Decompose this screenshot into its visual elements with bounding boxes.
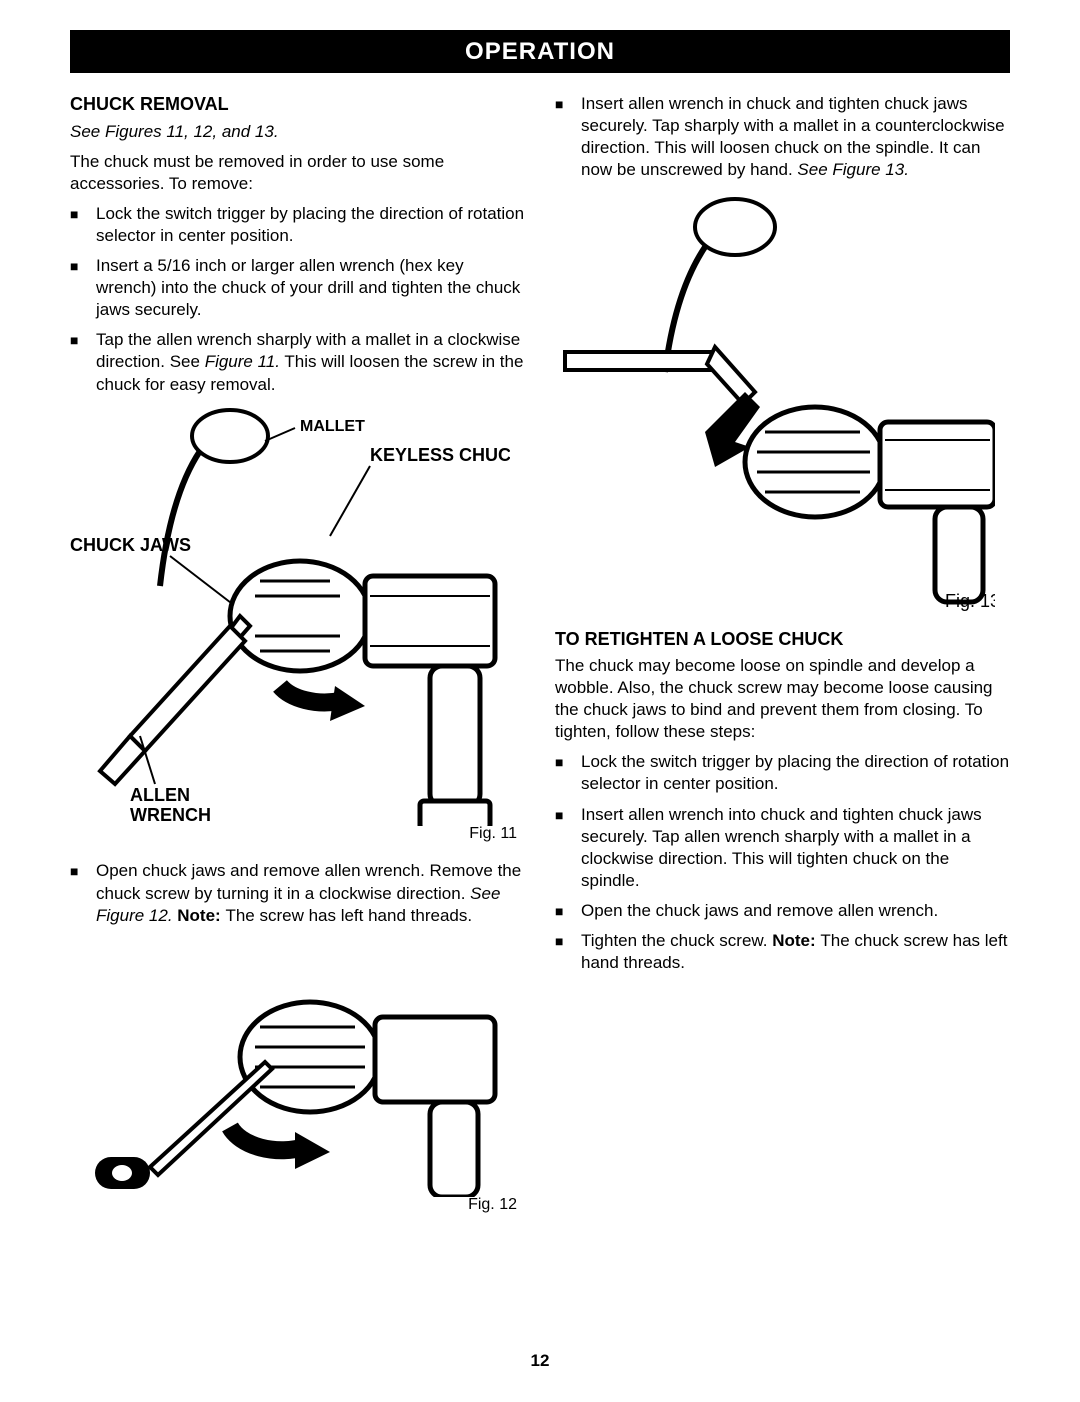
bullet-open-pre: Open chuck jaws and remove allen wrench.… (96, 861, 521, 902)
bullet-tap-fig: Figure 11. (205, 352, 280, 371)
figure-12-caption: Fig. 12 (70, 1195, 525, 1216)
figure-13-svg: Fig. 13 (555, 192, 995, 612)
retighten-intro: The chuck may become loose on spindle an… (555, 655, 1010, 743)
figure-11-caption: Fig. 11 (70, 824, 525, 845)
retighten-title: TO RETIGHTEN A LOOSE CHUCK (555, 628, 1010, 651)
bullet-insert-pre: Insert allen wrench in chuck and tighten… (581, 94, 1005, 179)
bullet-tighten-pre: Tighten the chuck screw. (581, 931, 772, 950)
chuck-removal-title: CHUCK REMOVAL (70, 93, 525, 116)
label-wrench: WRENCH (130, 805, 211, 825)
bullet-tap-wrench: Tap the allen wrench sharply with a mall… (70, 329, 525, 395)
retighten-steps: Lock the switch trigger by placing the d… (555, 751, 1010, 974)
bullet-insert-wrench: Insert a 5/16 inch or larger allen wrenc… (70, 255, 525, 321)
figure-11: MALLET KEYLESS CHUCK CHUCK JAWS (70, 406, 525, 845)
content-columns: CHUCK REMOVAL See Figures 11, 12, and 13… (70, 93, 1010, 1231)
bullet-insert-see: See Figure 13. (797, 160, 909, 179)
label-mallet: MALLET (300, 418, 365, 435)
bullet-open-chuck: Open chuck jaws and remove allen wrench.… (70, 860, 525, 926)
label-chuck-jaws: CHUCK JAWS (70, 535, 191, 555)
bullet-r-tighten: Tighten the chuck screw. Note: The chuck… (555, 930, 1010, 974)
bullet-r-insert: Insert allen wrench into chuck and tight… (555, 804, 1010, 892)
figure-12: Fig. 12 (70, 937, 525, 1216)
page-number: 12 (0, 1350, 1080, 1372)
bullet-insert-tighten: Insert allen wrench in chuck and tighten… (555, 93, 1010, 181)
operation-header: OPERATION (70, 30, 1010, 73)
figure-13: Fig. 13 (555, 192, 1010, 612)
right-column: Insert allen wrench in chuck and tighten… (555, 93, 1010, 1231)
removal-continued: Insert allen wrench in chuck and tighten… (555, 93, 1010, 181)
label-keyless-chuck: KEYLESS CHUCK (370, 445, 510, 465)
label-allen: ALLEN (130, 785, 190, 805)
removal-steps-2: Open chuck jaws and remove allen wrench.… (70, 860, 525, 926)
label-fig13: Fig. 13 (945, 591, 995, 611)
see-figures-ref: See Figures 11, 12, and 13. (70, 121, 525, 143)
figure-12-svg (70, 937, 510, 1197)
bullet-tighten-note-label: Note: (772, 931, 820, 950)
left-column: CHUCK REMOVAL See Figures 11, 12, and 13… (70, 93, 525, 1231)
removal-steps-1: Lock the switch trigger by placing the d… (70, 203, 525, 396)
bullet-lock-trigger: Lock the switch trigger by placing the d… (70, 203, 525, 247)
bullet-r-open: Open the chuck jaws and remove allen wre… (555, 900, 1010, 922)
chuck-removal-intro: The chuck must be removed in order to us… (70, 151, 525, 195)
bullet-open-note-label: Note: (173, 906, 226, 925)
figure-11-svg: MALLET KEYLESS CHUCK CHUCK JAWS (70, 406, 510, 826)
bullet-open-note: The screw has left hand threads. (225, 906, 472, 925)
bullet-r-lock: Lock the switch trigger by placing the d… (555, 751, 1010, 795)
